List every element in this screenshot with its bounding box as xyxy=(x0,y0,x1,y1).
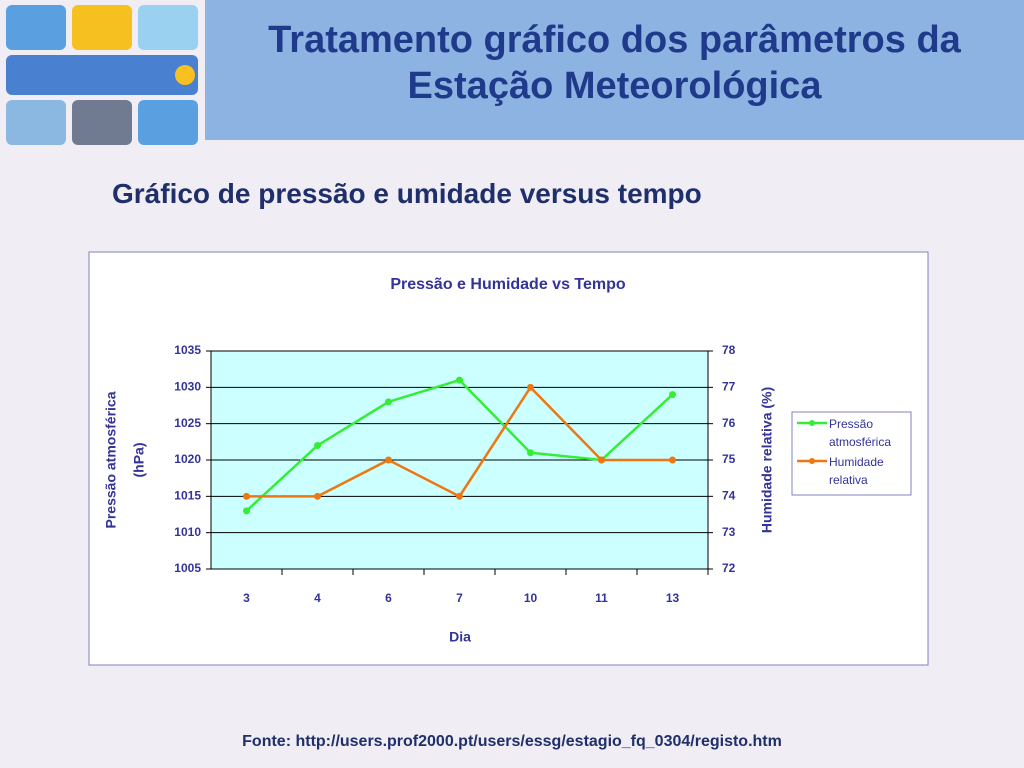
x-tick-label: 3 xyxy=(243,591,250,605)
series-line xyxy=(245,378,674,512)
x-tick-label: 6 xyxy=(385,591,392,605)
source: Fonte: http://users.prof2000.pt/users/es… xyxy=(242,733,782,750)
y2-tick-label: 77 xyxy=(722,380,736,394)
x-tick-label: 7 xyxy=(456,591,463,605)
x-tick-label: 10 xyxy=(524,591,538,605)
y-tick-label: 1035 xyxy=(174,343,201,357)
y2-axis-label: Humidade relativa (%) xyxy=(759,387,775,533)
legend-label: Humidade relativa xyxy=(829,455,884,487)
y-tick-label: 1015 xyxy=(174,489,201,503)
legend-marker xyxy=(809,420,815,426)
header: Tratamento gráfico dos parâmetros da Est… xyxy=(205,0,1024,140)
y2-tick-label: 78 xyxy=(722,343,736,357)
x-tick-label: 11 xyxy=(595,591,608,605)
data-point xyxy=(527,383,534,391)
y-tick-label: 1010 xyxy=(174,525,201,539)
data-point xyxy=(598,456,605,464)
y2-tick-label: 76 xyxy=(722,416,736,430)
slide-subtitle: Gráfico de pressão e umidade versus temp… xyxy=(112,178,702,209)
y-tick-label: 1025 xyxy=(174,416,201,430)
legend xyxy=(791,411,912,496)
data-point xyxy=(385,456,392,464)
legend-item: Pressão atmosférica xyxy=(829,417,892,449)
y2-tick-label: 73 xyxy=(722,525,736,539)
slide-title: Tratamento gráfico dos parâmetros da Est… xyxy=(268,19,961,107)
data-point xyxy=(243,507,250,515)
y-axis-label: Pressão atmosférica xyxy=(103,391,119,528)
y2-tick-label: 72 xyxy=(722,561,736,575)
data-point xyxy=(314,441,321,449)
x-axis-label: Dia xyxy=(449,629,471,645)
data-point xyxy=(669,456,676,464)
y-tick-label: 1005 xyxy=(174,561,201,575)
series-line xyxy=(246,385,673,498)
legend-marker xyxy=(809,458,815,464)
data-point xyxy=(456,492,463,500)
chart-title: Pressão e Humidade vs Tempo xyxy=(390,276,626,293)
data-point xyxy=(456,376,463,384)
data-point xyxy=(314,492,321,500)
plot-area xyxy=(211,351,708,569)
data-point xyxy=(527,449,534,457)
data-point xyxy=(669,391,676,399)
y2-tick-label: 74 xyxy=(722,489,736,503)
data-point xyxy=(598,456,605,464)
y-tick-label: 1020 xyxy=(174,452,201,466)
y2-tick-label: 75 xyxy=(722,452,736,466)
legend-item: Humidade relativa xyxy=(829,455,884,487)
chart-frame xyxy=(88,251,929,666)
y-tick-label: 1030 xyxy=(174,380,201,394)
x-tick-label: 13 xyxy=(666,591,680,605)
x-tick-label: 4 xyxy=(314,591,321,605)
data-point xyxy=(385,398,392,406)
legend-label: Pressão atmosférica xyxy=(829,417,892,449)
data-point xyxy=(243,492,250,500)
y-axis-label: (hPa) xyxy=(131,443,147,478)
weather-icons xyxy=(6,5,198,145)
